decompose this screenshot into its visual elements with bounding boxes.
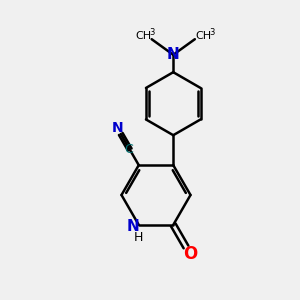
- Text: 3: 3: [209, 28, 214, 37]
- Text: H: H: [134, 231, 143, 244]
- Text: N: N: [167, 47, 180, 62]
- Text: C: C: [124, 143, 134, 156]
- Text: CH: CH: [195, 31, 211, 40]
- Text: N: N: [127, 219, 140, 234]
- Text: N: N: [112, 121, 123, 135]
- Text: O: O: [183, 245, 197, 263]
- Text: 3: 3: [149, 28, 154, 37]
- Text: CH: CH: [135, 31, 151, 40]
